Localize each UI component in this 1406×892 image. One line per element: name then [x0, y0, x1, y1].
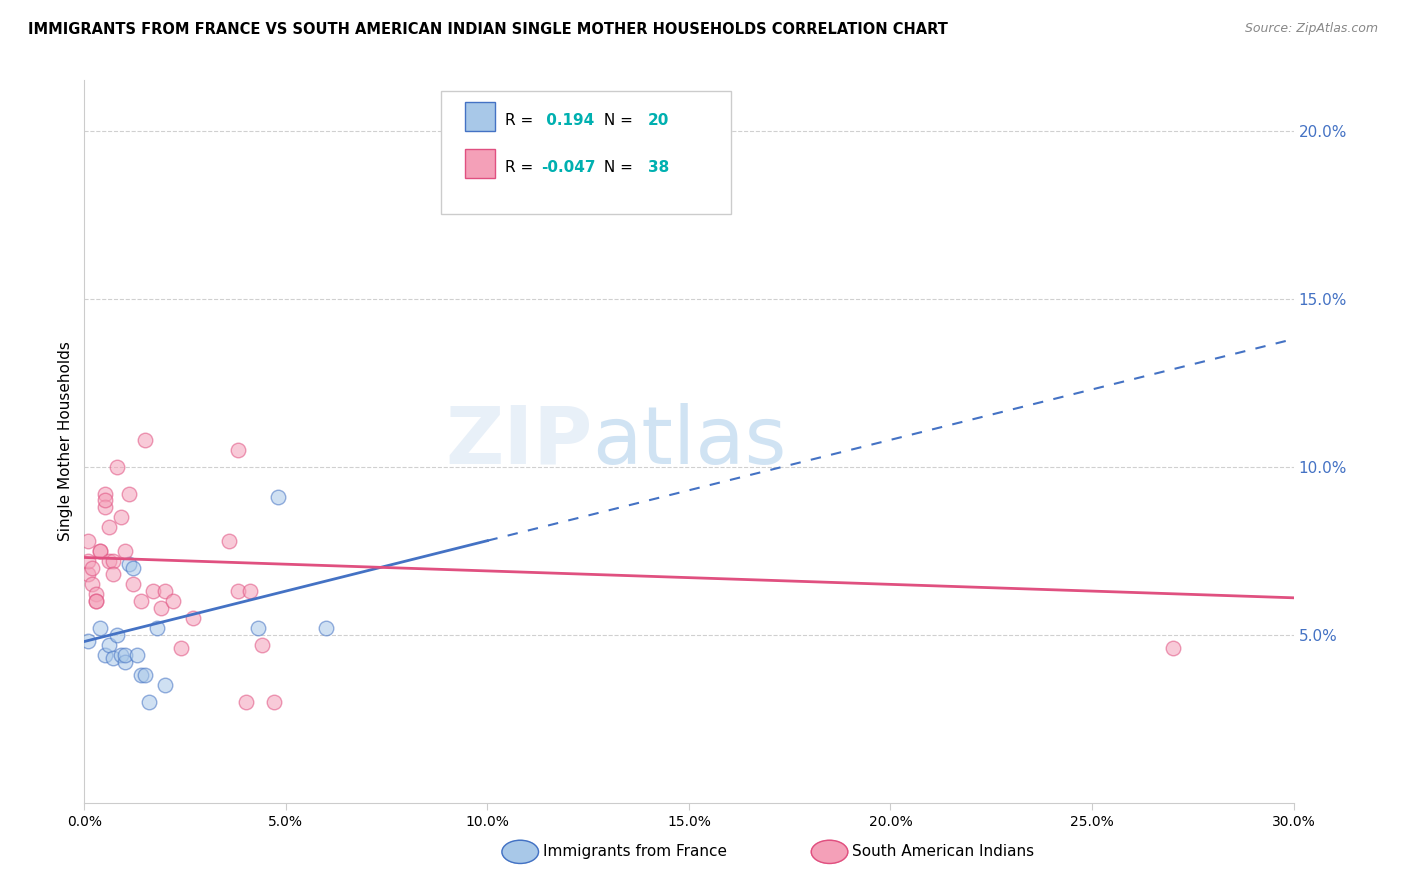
Point: [86, 594, 108, 608]
Point: [250, 638, 273, 652]
Point: [97, 520, 120, 534]
Point: [77, 634, 100, 648]
Point: [153, 584, 176, 599]
Point: [263, 695, 285, 709]
Point: [267, 490, 290, 504]
Text: 20: 20: [648, 112, 669, 128]
Point: [82, 577, 104, 591]
Point: [134, 668, 156, 682]
Point: [118, 558, 141, 572]
Point: [97, 554, 120, 568]
Point: [89, 621, 111, 635]
Point: [162, 594, 184, 608]
Point: [181, 611, 204, 625]
Point: [93, 493, 115, 508]
Point: [134, 433, 156, 447]
Point: [218, 533, 240, 548]
Text: Immigrants from France: Immigrants from France: [543, 845, 727, 859]
Point: [93, 500, 115, 514]
Point: [114, 655, 136, 669]
Point: [86, 594, 108, 608]
Text: N =: N =: [599, 160, 638, 175]
Point: [246, 621, 269, 635]
Point: [101, 554, 124, 568]
Point: [153, 678, 176, 692]
Point: [142, 584, 165, 599]
Point: [105, 628, 128, 642]
Point: [129, 594, 152, 608]
Point: [235, 695, 257, 709]
FancyBboxPatch shape: [465, 102, 495, 131]
Point: [146, 621, 169, 635]
Text: 0.194: 0.194: [541, 112, 595, 128]
Point: [129, 668, 152, 682]
Point: [239, 584, 262, 599]
Text: -0.047: -0.047: [541, 160, 596, 175]
Point: [149, 600, 172, 615]
Point: [101, 567, 124, 582]
Text: Source: ZipAtlas.com: Source: ZipAtlas.com: [1244, 22, 1378, 36]
Text: atlas: atlas: [592, 402, 786, 481]
Point: [82, 560, 104, 574]
Point: [114, 648, 136, 662]
Point: [105, 459, 128, 474]
Text: South American Indians: South American Indians: [852, 845, 1035, 859]
Point: [93, 486, 115, 500]
Point: [97, 638, 120, 652]
Text: R =: R =: [505, 160, 538, 175]
Point: [1161, 641, 1184, 656]
Point: [89, 543, 111, 558]
Point: [118, 486, 141, 500]
Point: [170, 641, 193, 656]
Point: [77, 567, 100, 582]
Point: [138, 695, 160, 709]
Text: IMMIGRANTS FROM FRANCE VS SOUTH AMERICAN INDIAN SINGLE MOTHER HOUSEHOLDS CORRELA: IMMIGRANTS FROM FRANCE VS SOUTH AMERICAN…: [28, 22, 948, 37]
Point: [110, 510, 132, 524]
Point: [86, 587, 108, 601]
Point: [77, 533, 100, 548]
Point: [93, 648, 115, 662]
Text: 38: 38: [648, 160, 669, 175]
Point: [110, 648, 132, 662]
Point: [101, 651, 124, 665]
Point: [89, 543, 111, 558]
Point: [226, 584, 249, 599]
FancyBboxPatch shape: [441, 91, 731, 214]
Text: R =: R =: [505, 112, 538, 128]
Point: [114, 543, 136, 558]
Point: [121, 577, 143, 591]
Point: [125, 648, 148, 662]
Point: [77, 554, 100, 568]
FancyBboxPatch shape: [465, 149, 495, 178]
Point: [315, 621, 337, 635]
Text: N =: N =: [599, 112, 638, 128]
Point: [121, 560, 143, 574]
Y-axis label: Single Mother Households: Single Mother Households: [58, 342, 73, 541]
Point: [226, 442, 249, 457]
Text: ZIP: ZIP: [444, 402, 592, 481]
